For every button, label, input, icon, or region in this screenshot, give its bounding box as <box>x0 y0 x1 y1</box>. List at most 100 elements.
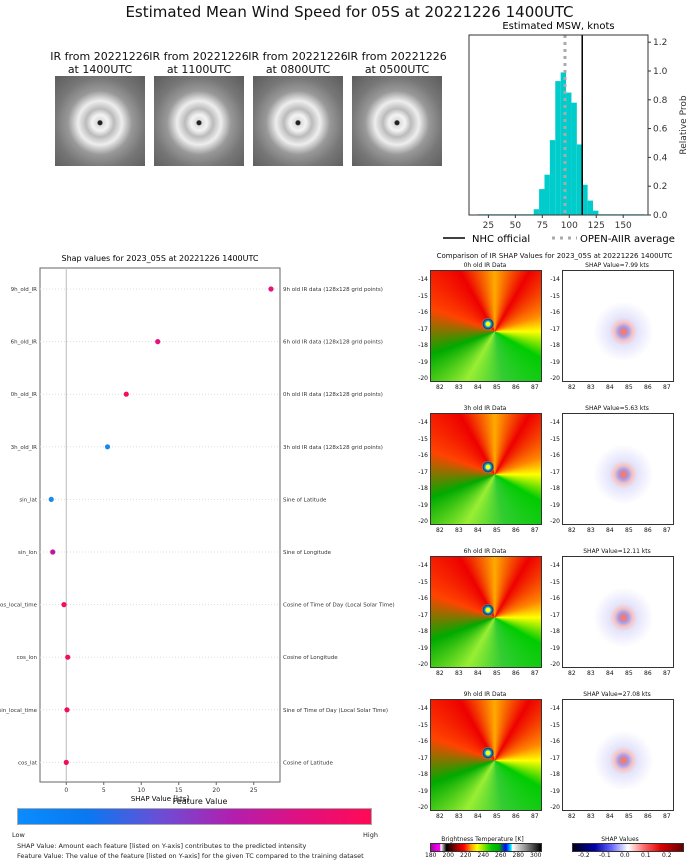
ir-map-title: 6h old IR Data <box>463 548 507 555</box>
histogram-bar <box>571 102 577 215</box>
lon-tick-label: 87 <box>663 527 671 534</box>
feature-description: Cosine of Latitude <box>283 760 334 766</box>
y-tick-label: 1.0 <box>653 67 668 77</box>
feature-name: 9h_old_IR <box>11 287 37 293</box>
lon-tick-label: 85 <box>493 527 501 534</box>
lat-tick-label: -19 <box>550 644 560 652</box>
lat-tick-label: -17 <box>418 611 428 619</box>
lon-tick-label: 86 <box>512 813 520 820</box>
y-tick-label: 1.2 <box>653 38 667 48</box>
lat-tick-label: -20 <box>550 804 560 811</box>
ir-satellite-image <box>352 76 442 166</box>
shap-map-title: SHAP Value=7.99 kts <box>585 262 649 269</box>
lon-tick-label: 87 <box>531 813 539 820</box>
lon-tick-label: 82 <box>436 670 444 677</box>
bt-tick-label: 300 <box>530 852 542 859</box>
lon-tick-label: 87 <box>663 813 671 820</box>
lat-tick-label: -17 <box>550 611 560 619</box>
lat-tick-label: -19 <box>550 501 560 509</box>
x-tick-label: 10 <box>137 787 145 794</box>
lon-tick-label: 82 <box>436 813 444 820</box>
x-axis-label: SHAP Value [kts] <box>131 795 190 803</box>
shap-map <box>562 413 674 525</box>
histogram-bar <box>533 209 540 215</box>
lat-tick-label: -17 <box>550 754 560 762</box>
brightness-temp-colorbar <box>430 843 542 852</box>
feature-description: 3h old IR data (128x128 grid points) <box>283 445 383 451</box>
lon-tick-label: 82 <box>568 384 576 391</box>
histogram-bar <box>593 210 599 215</box>
ir-image-label: IR from 20221226 at 1100UTC <box>149 50 249 76</box>
lon-tick-label: 87 <box>531 527 539 534</box>
bt-tick-label: 240 <box>477 852 489 859</box>
lat-tick-label: -15 <box>550 292 560 300</box>
lon-tick-label: 87 <box>531 670 539 677</box>
shap-point-6h_old_IR <box>155 339 161 345</box>
shap-point-sin_lat <box>48 496 54 502</box>
ir-map-title: 9h old IR Data <box>463 691 507 698</box>
shap-map <box>562 556 674 668</box>
lat-tick-label: -20 <box>418 661 428 668</box>
lon-tick-label: 83 <box>587 384 595 391</box>
feature-description: Cosine of Time of Day (Local Solar Time) <box>283 603 395 609</box>
ir-map-title: 3h old IR Data <box>463 405 507 412</box>
bt-colorbar-label: Brightness Temperature [K] <box>441 836 524 843</box>
sv-tick-label: 0.0 <box>620 852 630 859</box>
lon-tick-label: 85 <box>493 670 501 677</box>
shap-point-9h_old_IR <box>268 286 274 292</box>
ir-map <box>430 413 542 525</box>
ir-image-label: IR from 20221226 at 0500UTC <box>347 50 447 76</box>
histogram-bar <box>560 72 567 215</box>
lon-tick-label: 85 <box>625 527 633 534</box>
feature-description: 6h old IR data (128x128 grid points) <box>283 340 383 346</box>
feature-description: 9h old IR data (128x128 grid points) <box>283 287 383 293</box>
bt-tick-label: 220 <box>460 852 472 859</box>
lat-tick-label: -17 <box>550 325 560 333</box>
histogram-bar <box>582 184 588 215</box>
feature-name: cos_lon <box>17 655 38 661</box>
lat-tick-label: -18 <box>550 628 560 635</box>
sv-tick-label: 0.1 <box>641 852 651 859</box>
lat-tick-label: -16 <box>550 309 560 316</box>
x-tick-label: 0 <box>64 787 68 794</box>
ir-satellite-image <box>154 76 244 166</box>
feature-description: Sine of Longitude <box>283 550 332 556</box>
shap-map-title: SHAP Value=12.11 kts <box>583 548 651 555</box>
feature-name: cos_local_time <box>0 603 38 609</box>
lon-tick-label: 86 <box>512 670 520 677</box>
shap-map <box>562 699 674 811</box>
page-title: Estimated Mean Wind Speed for 05S at 202… <box>125 3 574 21</box>
lat-tick-label: -17 <box>418 325 428 333</box>
lon-tick-label: 87 <box>531 384 539 391</box>
feature-description: Sine of Latitude <box>283 497 327 503</box>
histogram-bar <box>576 144 583 215</box>
lat-tick-label: -14 <box>418 562 428 569</box>
ir-map-title: 0h old IR Data <box>463 262 507 269</box>
shap-scatter: Shap values for 2023_05S at 20221226 140… <box>0 254 395 803</box>
histogram-bar <box>555 81 561 215</box>
lon-tick-label: 84 <box>474 384 482 391</box>
lon-tick-label: 86 <box>644 527 652 534</box>
lon-tick-label: 82 <box>568 813 576 820</box>
plot-frame <box>468 34 649 216</box>
lat-tick-label: -20 <box>418 375 428 382</box>
histogram-bar <box>544 174 550 215</box>
shap-colorbar-label: SHAP Values <box>601 836 639 843</box>
sv-tick-label: -0.2 <box>578 852 590 859</box>
lon-tick-label: 82 <box>436 527 444 534</box>
feature-name: 0h_old_IR <box>11 392 37 398</box>
lon-tick-label: 83 <box>455 813 463 820</box>
lat-tick-label: -14 <box>418 705 428 712</box>
lat-tick-label: -16 <box>418 452 428 459</box>
lat-tick-label: -18 <box>550 342 560 349</box>
y-tick-label: 0.8 <box>653 96 668 106</box>
lat-tick-label: -16 <box>550 595 560 602</box>
lon-tick-label: 86 <box>512 527 520 534</box>
lat-tick-label: -18 <box>418 771 428 778</box>
note-shap: SHAP Value: Amount each feature [listed … <box>17 842 307 850</box>
x-tick-label: 15 <box>175 787 183 794</box>
lat-tick-label: -15 <box>418 578 428 586</box>
lat-tick-label: -18 <box>550 771 560 778</box>
feature-name: 6h_old_IR <box>11 340 37 346</box>
ir-map <box>430 699 542 811</box>
